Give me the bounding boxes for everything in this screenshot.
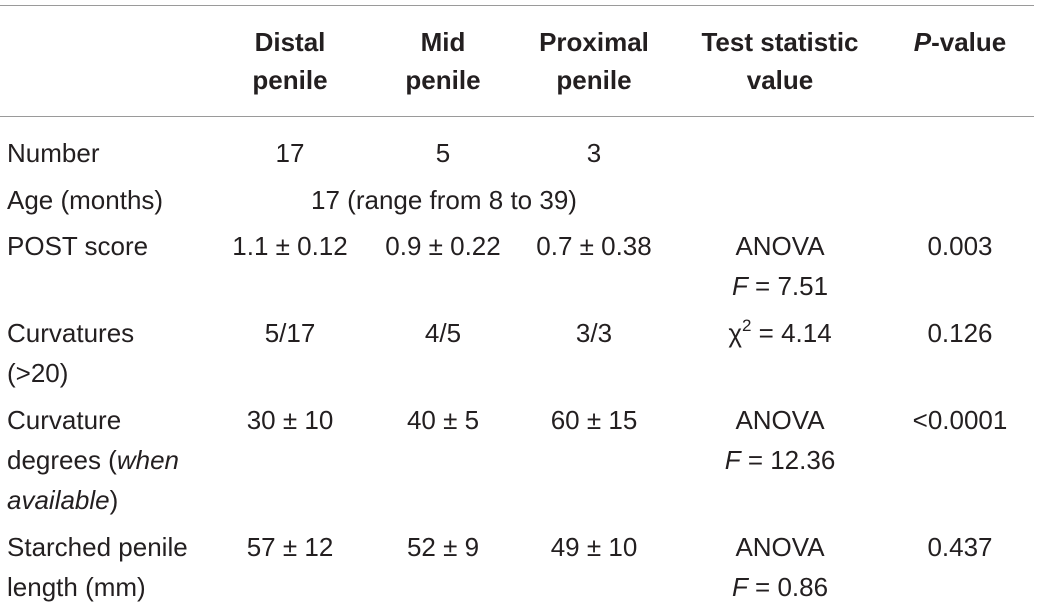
row-stretched-distal: 57 ± 12 [246,532,334,562]
row-post-label: POST score [7,231,149,261]
row-curvatures-test-value: = 4.14 [751,318,832,348]
row-curvature-degrees-distal: 30 ± 10 [246,405,334,435]
header-mid-line1: Mid [420,27,466,57]
header-test-statistic: Test statistic value [680,23,880,99]
row-post-test-f: F [731,271,748,301]
header-mid: Mid penile [370,23,516,99]
row-stretched-test-line1: ANOVA [735,532,825,562]
row-curvature-degrees-label-available: available [7,485,110,515]
row-curvature-degrees-test-value: = 12.36 [740,445,836,475]
header-distal-line1: Distal [254,27,326,57]
row-post-mid: 0.9 ± 0.22 [385,231,501,261]
row-post-proximal: 0.7 ± 0.38 [536,231,652,261]
header-test-line2: value [746,65,814,95]
row-curvature-degrees-test: ANOVA F = 12.36 [680,400,880,480]
row-stretched-test-line2: F = 0.86 [680,567,880,607]
row-stretched-test-f: F [731,572,748,602]
row-curvatures-label-line2: (>20) [7,358,69,388]
header-proximal-line2: penile [556,65,632,95]
row-curvatures-pvalue: 0.126 [927,318,993,348]
row-curvatures-label-line1: Curvatures [7,318,135,348]
row-age-label: Age (months) [7,185,164,215]
row-post-test-line1: ANOVA [735,231,825,261]
header-test-line1: Test statistic [701,27,859,57]
row-number-distal: 17 [275,138,305,168]
row-stretched-label-line1: Starched penile [7,532,188,562]
row-post-test: ANOVA F = 7.51 [680,226,880,306]
row-curvature-degrees-pvalue: <0.0001 [912,405,1008,435]
header-p-rest: -value [931,27,1007,57]
row-stretched-label: Starched penile length (mm) [7,527,217,607]
row-curvatures-test: χ2 = 4.14 [680,313,880,357]
row-curvatures-proximal: 3/3 [575,318,613,348]
row-curvature-degrees-proximal: 60 ± 15 [550,405,638,435]
table-header-rule [0,116,1034,117]
row-post-distal: 1.1 ± 0.12 [232,231,348,261]
row-curvature-degrees-label-when: when [116,445,179,475]
row-post-test-value: = 7.51 [747,271,829,301]
row-stretched-test-value: = 0.86 [747,572,829,602]
row-curvature-degrees-label-line3: available) [7,480,217,520]
table-top-rule [0,5,1034,6]
row-number-mid: 5 [435,138,451,168]
row-curvatures-test-sup: 2 [741,316,752,335]
header-proximal: Proximal penile [520,23,668,99]
row-curvatures-distal: 5/17 [264,318,316,348]
row-stretched-pvalue: 0.437 [927,532,993,562]
row-post-test-line2: F = 7.51 [680,266,880,306]
row-stretched-label-line2: length (mm) [7,572,146,602]
row-curvature-degrees-label-line1: Curvature [7,405,122,435]
row-curvature-degrees-label-close: ) [109,485,119,515]
row-curvature-degrees-label-plain: degrees ( [7,445,117,475]
row-stretched-test: ANOVA F = 0.86 [680,527,880,607]
header-p-italic: P [913,27,932,57]
row-curvature-degrees-test-line2: F = 12.36 [680,440,880,480]
row-curvatures-mid: 4/5 [424,318,462,348]
header-distal: Distal penile [220,23,360,99]
row-stretched-mid: 52 ± 9 [406,532,480,562]
row-curvature-degrees-test-line1: ANOVA [735,405,825,435]
header-p-value: P-value [890,23,1030,61]
row-curvature-degrees-mid: 40 ± 5 [406,405,480,435]
row-curvature-degrees-test-f: F [724,445,741,475]
row-curvature-degrees-label: Curvature degrees (when available) [7,400,217,520]
row-curvature-degrees-label-line2: degrees (when [7,440,217,480]
header-distal-line2: penile [252,65,328,95]
row-number-proximal: 3 [586,138,602,168]
row-age-combined: 17 (range from 8 to 39) [311,185,577,215]
row-curvatures-test-chi: χ [728,318,742,348]
row-stretched-proximal: 49 ± 10 [550,532,638,562]
row-post-pvalue: 0.003 [927,231,993,261]
header-proximal-line1: Proximal [539,27,649,57]
header-mid-line2: penile [405,65,481,95]
row-curvatures-label: Curvatures (>20) [7,313,217,393]
row-number-label: Number [7,138,100,168]
